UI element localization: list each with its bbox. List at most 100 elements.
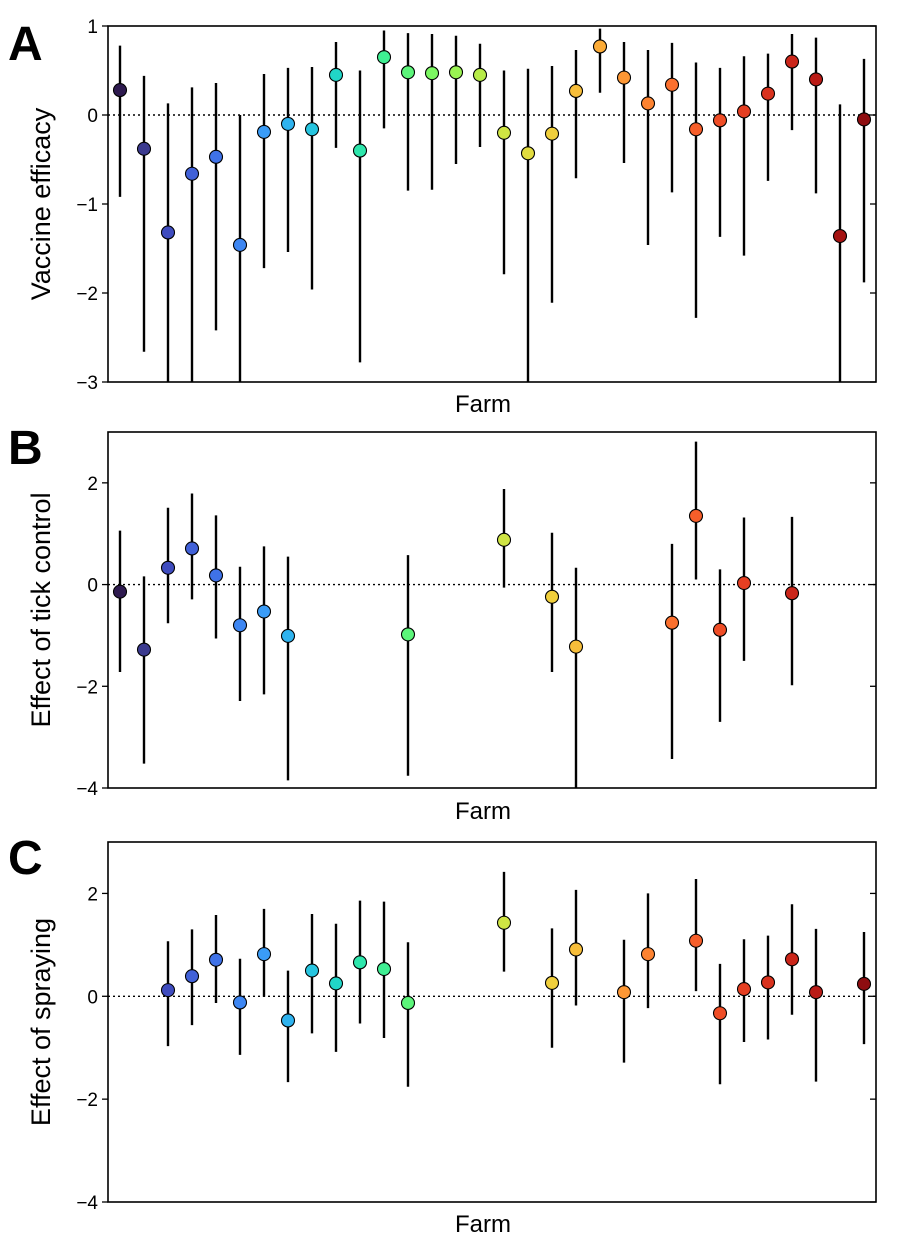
panel-c-y-tick-label: 0 (87, 987, 98, 1008)
panel-a-farm-10-point (328, 67, 344, 82)
panel-a-frame (107, 25, 877, 383)
panel-b: B −4 −2 0 2 Farm Effect of tick control (8, 422, 877, 825)
panel-b-farm-29-point (784, 586, 800, 601)
panel-b-farm-19-point (544, 589, 560, 604)
panel-b-y-axis-label: Effect of tick control (26, 492, 56, 727)
panel-c-farm-7-point (256, 947, 272, 962)
panel-b-y-tick-label: 0 (87, 576, 98, 597)
panel-a-farm-6-point (232, 237, 248, 252)
panel-b-y-tick-label: −2 (76, 677, 98, 698)
panel-c-farm-13-point (400, 995, 416, 1011)
panel-c-farm-6-point (232, 995, 248, 1010)
panel-a-y-tick-label: −1 (76, 195, 98, 216)
panel-b-points (112, 441, 800, 788)
panel-c-farm-28-point (760, 975, 776, 990)
panel-c-farm-11-point (352, 955, 368, 970)
panel-a-farm-7-point (256, 124, 272, 139)
panel-a-farm-8-point (280, 116, 296, 131)
panel-c-farm-23-point (640, 947, 656, 962)
panel-b-farm-6-point (232, 618, 248, 633)
panel-a-farm-28-point (760, 86, 776, 101)
panel-a-farm-26-point (712, 113, 728, 128)
panel-a: A −3 −2 −1 0 1 Farm Vaccine efficacy (8, 17, 877, 418)
panel-a-farm-16-point (472, 67, 488, 82)
panel-a-farm-13-point (400, 65, 416, 80)
panel-a-farm-31-point (832, 228, 848, 244)
panel-b-farm-4-point (184, 541, 200, 556)
panel-c-y-ticks: −4 −2 0 2 (76, 884, 876, 1214)
panel-c-frame (107, 841, 877, 1203)
panel-b-x-axis-label: Farm (455, 798, 511, 825)
panel-b-farm-13-point (400, 627, 416, 642)
panel-a-points (112, 28, 872, 382)
panel-a-y-tick-label: 0 (87, 106, 98, 127)
panel-c-farm-17-point (496, 915, 512, 930)
panel-b-farm-7-point (256, 604, 272, 619)
panel-a-farm-11-point (352, 143, 368, 158)
panel-a-farm-29-point (784, 54, 800, 69)
panel-c-y-tick-label: −4 (76, 1193, 98, 1214)
panel-c-y-tick-label: −2 (76, 1090, 98, 1111)
panel-b-farm-25-point (688, 508, 704, 523)
panel-c-farm-4-point (184, 969, 200, 984)
panel-b-farm-27-point (736, 575, 752, 591)
panel-c-farm-30-point (808, 985, 824, 1000)
panel-c-farm-12-point (376, 961, 392, 977)
panel-a-farm-4-point (184, 166, 200, 181)
panel-a-farm-15-point (448, 65, 464, 80)
panel-b-farm-2-point (136, 642, 152, 657)
panel-a-farm-18-point (520, 146, 536, 161)
panel-a-farm-5-point (208, 149, 224, 164)
panel-b-y-tick-label: −4 (76, 779, 98, 800)
panel-b-farm-17-point (496, 532, 512, 547)
panel-a-farm-25-point (688, 122, 704, 137)
panel-a-y-ticks: −3 −2 −1 0 1 (76, 17, 876, 394)
panel-b-letter: B (8, 422, 43, 475)
panel-c-farm-20-point (568, 942, 584, 957)
panel-a-farm-17-point (496, 125, 512, 140)
panel-c-farm-3-point (160, 983, 176, 998)
panel-a-farm-2-point (136, 141, 152, 156)
panel-a-farm-24-point (664, 77, 680, 92)
panel-c: C −4 −2 0 2 Farm Effect of spraying (8, 832, 877, 1238)
panel-a-y-tick-label: −2 (76, 284, 98, 305)
panel-a-farm-32-point (856, 112, 872, 127)
panel-c-y-tick-label: 2 (87, 884, 98, 905)
panel-c-farm-22-point (616, 985, 632, 1000)
panel-c-farm-29-point (784, 952, 800, 967)
panel-a-farm-27-point (736, 104, 752, 119)
panel-b-farm-26-point (712, 622, 728, 637)
panel-a-farm-22-point (616, 70, 632, 85)
panel-c-farm-26-point (712, 1006, 728, 1021)
panel-a-farm-23-point (640, 96, 656, 111)
panel-a-y-axis-label: Vaccine efficacy (26, 107, 56, 300)
panel-c-y-axis-label: Effect of spraying (26, 918, 56, 1126)
panel-a-farm-21-point (592, 39, 608, 54)
panel-b-farm-20-point (568, 639, 584, 654)
panel-a-y-tick-label: −3 (76, 373, 98, 394)
panel-b-farm-3-point (160, 560, 176, 575)
panel-c-letter: C (8, 832, 43, 885)
panel-b-farm-24-point (664, 615, 680, 630)
panel-c-farm-8-point (280, 1013, 296, 1028)
panel-c-farm-19-point (544, 975, 560, 990)
panel-c-farm-10-point (328, 976, 344, 991)
panel-b-farm-8-point (280, 628, 296, 643)
panel-c-farm-9-point (304, 963, 320, 978)
panel-a-y-tick-label: 1 (87, 17, 98, 38)
panel-a-farm-20-point (568, 83, 584, 99)
panel-a-x-axis-label: Farm (455, 391, 511, 418)
panel-c-farm-32-point (856, 976, 872, 991)
panel-c-farm-27-point (736, 982, 752, 997)
panel-a-farm-9-point (304, 122, 320, 137)
panel-a-farm-1-point (112, 83, 128, 98)
panel-a-farm-19-point (544, 126, 560, 141)
panel-a-farm-12-point (376, 50, 392, 65)
panel-b-y-tick-label: 2 (87, 474, 98, 495)
panel-a-farm-14-point (424, 66, 440, 81)
panel-b-farm-5-point (208, 568, 224, 583)
panel-a-farm-30-point (808, 72, 824, 87)
panel-c-x-axis-label: Farm (455, 1211, 511, 1238)
panel-a-farm-3-point (160, 225, 176, 240)
